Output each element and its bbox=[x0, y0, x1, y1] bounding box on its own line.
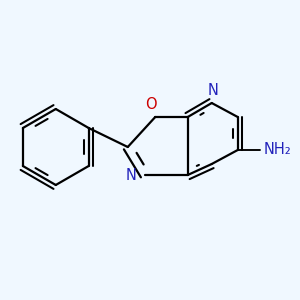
Text: NH₂: NH₂ bbox=[264, 142, 292, 158]
Text: N: N bbox=[207, 82, 218, 98]
Text: N: N bbox=[126, 169, 137, 184]
Text: O: O bbox=[146, 97, 157, 112]
